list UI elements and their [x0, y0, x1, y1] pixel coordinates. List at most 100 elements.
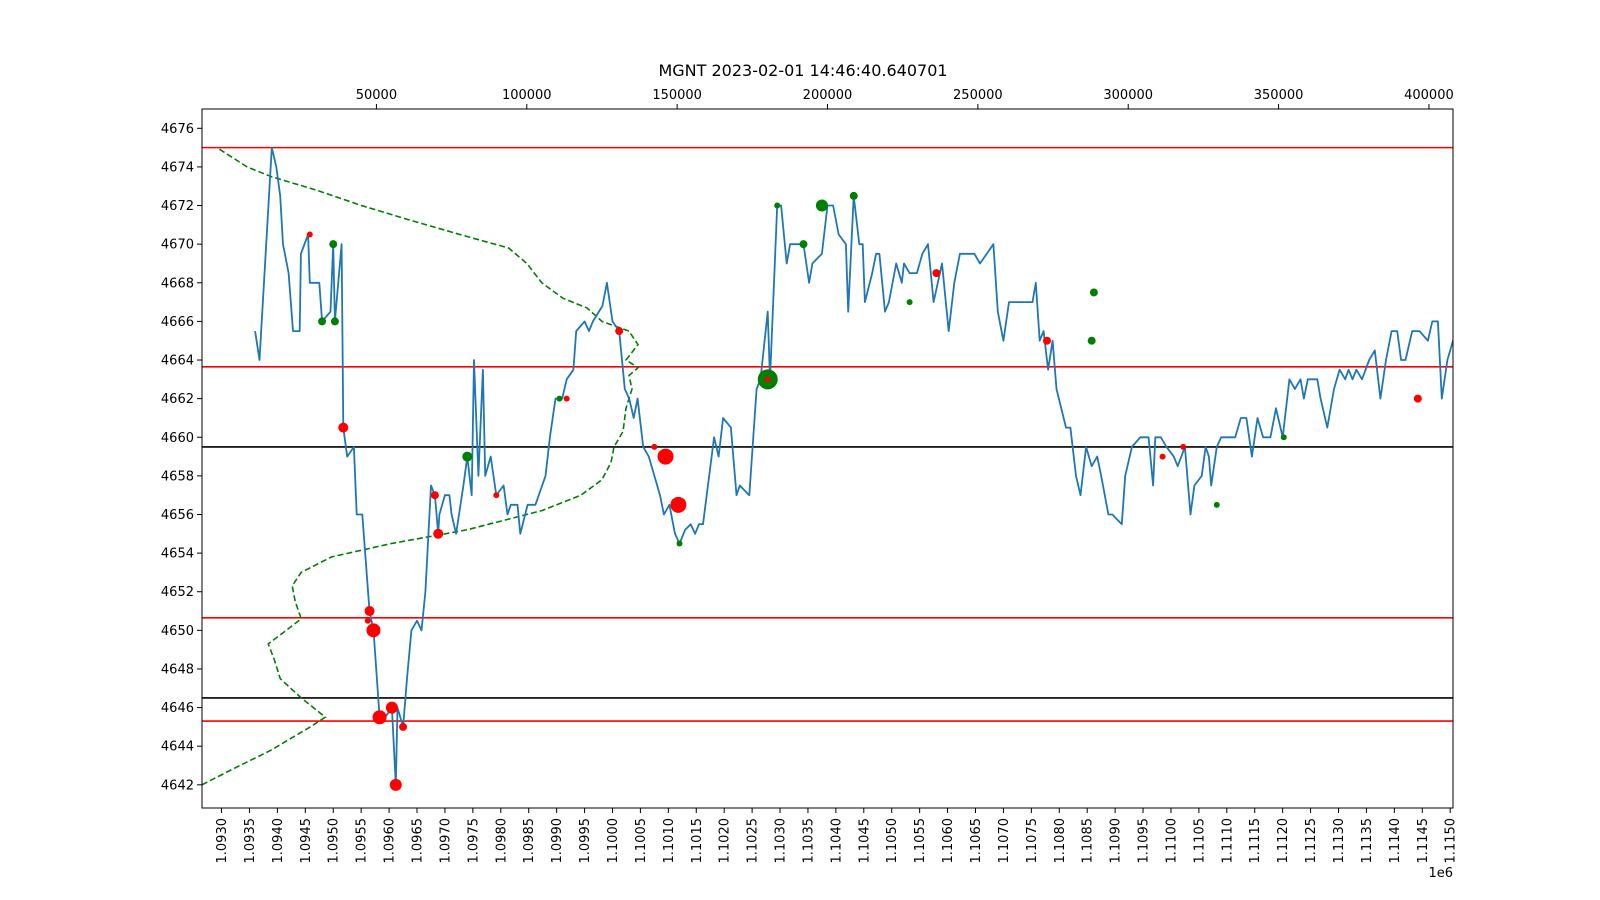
- trade-marker-9: [385, 701, 398, 714]
- top-tick-label-5: 300000: [1103, 88, 1153, 103]
- x-tick-label-17: 1.1015: [690, 818, 705, 864]
- trade-marker-18: [615, 327, 624, 336]
- y-tick-label-1: 4644: [161, 740, 194, 755]
- trade-marker-29: [906, 299, 913, 306]
- trade-marker-8: [372, 710, 387, 725]
- trade-marker-16: [556, 395, 563, 402]
- x-tick-label-15: 1.1005: [634, 818, 649, 864]
- trade-marker-37: [1280, 434, 1287, 441]
- x-tick-label-16: 1.1010: [662, 818, 677, 864]
- y-tick-label-13: 4668: [161, 276, 194, 291]
- trade-marker-3: [330, 317, 339, 326]
- y-tick-label-5: 4652: [161, 585, 194, 600]
- trade-marker-12: [430, 491, 439, 500]
- y-tick-label-8: 4658: [161, 469, 194, 484]
- trade-marker-35: [1180, 443, 1187, 450]
- top-tick-label-7: 400000: [1404, 88, 1454, 103]
- y-tick-label-3: 4648: [161, 662, 194, 677]
- x-tick-label-4: 1.0950: [327, 818, 342, 864]
- x-tick-label-38: 1.1120: [1276, 818, 1291, 864]
- x-tick-label-1: 1.0935: [243, 818, 258, 864]
- x-tick-label-30: 1.1080: [1053, 818, 1068, 864]
- trade-marker-7: [366, 623, 381, 638]
- trade-marker-15: [493, 492, 500, 499]
- x-axis-offset-label: 1e6: [1428, 866, 1453, 881]
- trade-marker-1: [318, 317, 327, 326]
- trade-marker-31: [1042, 336, 1051, 345]
- trade-marker-22: [676, 540, 683, 547]
- trade-marker-26: [799, 240, 808, 249]
- trade-marker-19: [651, 443, 658, 450]
- x-tick-label-24: 1.1050: [885, 818, 900, 864]
- y-tick-label-0: 4642: [161, 778, 194, 793]
- x-tick-label-7: 1.0965: [411, 818, 426, 864]
- y-tick-label-15: 4672: [161, 199, 194, 214]
- trade-marker-33: [1089, 288, 1098, 297]
- x-tick-label-26: 1.1060: [941, 818, 956, 864]
- top-tick-label-4: 250000: [953, 88, 1003, 103]
- y-tick-label-9: 4660: [161, 431, 194, 446]
- x-tick-label-33: 1.1095: [1137, 818, 1152, 864]
- x-tick-label-27: 1.1065: [969, 818, 984, 864]
- x-tick-label-5: 1.0955: [355, 818, 370, 864]
- x-tick-label-35: 1.1105: [1192, 818, 1207, 864]
- trade-marker-11: [399, 722, 408, 731]
- x-tick-label-31: 1.1085: [1081, 818, 1096, 864]
- x-tick-label-2: 1.0940: [271, 818, 286, 864]
- trade-marker-5: [364, 606, 375, 617]
- x-tick-label-36: 1.1110: [1220, 818, 1235, 864]
- top-tick-label-2: 150000: [652, 88, 702, 103]
- trade-marker-28: [849, 191, 858, 200]
- x-tick-label-39: 1.1125: [1304, 818, 1319, 864]
- y-tick-label-11: 4664: [161, 354, 194, 369]
- x-tick-label-23: 1.1045: [857, 818, 872, 864]
- x-tick-label-44: 1.1150: [1444, 818, 1459, 864]
- trade-marker-32: [1087, 336, 1096, 345]
- trade-marker-34: [1159, 453, 1166, 460]
- x-tick-label-28: 1.1070: [997, 818, 1012, 864]
- trade-marker-38: [1413, 394, 1422, 403]
- trade-marker-36: [1213, 501, 1220, 508]
- top-tick-label-3: 200000: [803, 88, 853, 103]
- trade-marker-25: [774, 202, 781, 209]
- volume-profile-line: [202, 146, 640, 786]
- x-tick-label-10: 1.0980: [494, 818, 509, 864]
- trade-marker-30: [932, 269, 941, 278]
- x-tick-label-18: 1.1020: [718, 818, 733, 864]
- x-tick-label-22: 1.1040: [829, 818, 844, 864]
- x-tick-label-14: 1.1000: [606, 818, 621, 864]
- x-tick-label-32: 1.1090: [1109, 818, 1124, 864]
- trade-marker-2: [329, 240, 338, 249]
- x-tick-label-41: 1.1135: [1360, 818, 1375, 864]
- x-tick-label-20: 1.1030: [774, 818, 789, 864]
- x-tick-label-6: 1.0960: [383, 818, 398, 864]
- x-tick-label-29: 1.1075: [1025, 818, 1040, 864]
- y-tick-label-6: 4654: [161, 547, 194, 562]
- x-tick-label-42: 1.1140: [1388, 818, 1403, 864]
- trade-marker-0: [306, 231, 313, 238]
- y-tick-label-14: 4670: [161, 238, 194, 253]
- x-tick-label-43: 1.1145: [1416, 818, 1431, 864]
- x-tick-label-25: 1.1055: [913, 818, 928, 864]
- top-tick-label-6: 350000: [1254, 88, 1304, 103]
- trade-marker-10: [389, 778, 402, 791]
- x-tick-label-13: 1.0995: [578, 818, 593, 864]
- x-tick-label-8: 1.0970: [438, 818, 453, 864]
- x-tick-label-37: 1.1115: [1248, 818, 1263, 864]
- trade-marker-20: [657, 448, 674, 465]
- x-tick-label-3: 1.0945: [299, 818, 314, 864]
- x-tick-label-19: 1.1025: [746, 818, 761, 864]
- y-tick-label-4: 4650: [161, 624, 194, 639]
- x-tick-label-0: 1.0930: [215, 818, 230, 864]
- top-tick-label-0: 50000: [356, 88, 397, 103]
- trade-marker-17: [563, 395, 570, 402]
- trade-marker-27: [815, 199, 828, 212]
- trade-marker-4: [338, 422, 349, 433]
- price-line: [254, 146, 1453, 786]
- trade-marker-13: [433, 528, 444, 539]
- y-tick-label-7: 4656: [161, 508, 194, 523]
- x-tick-label-40: 1.1130: [1332, 818, 1347, 864]
- trade-marker-14: [462, 451, 473, 462]
